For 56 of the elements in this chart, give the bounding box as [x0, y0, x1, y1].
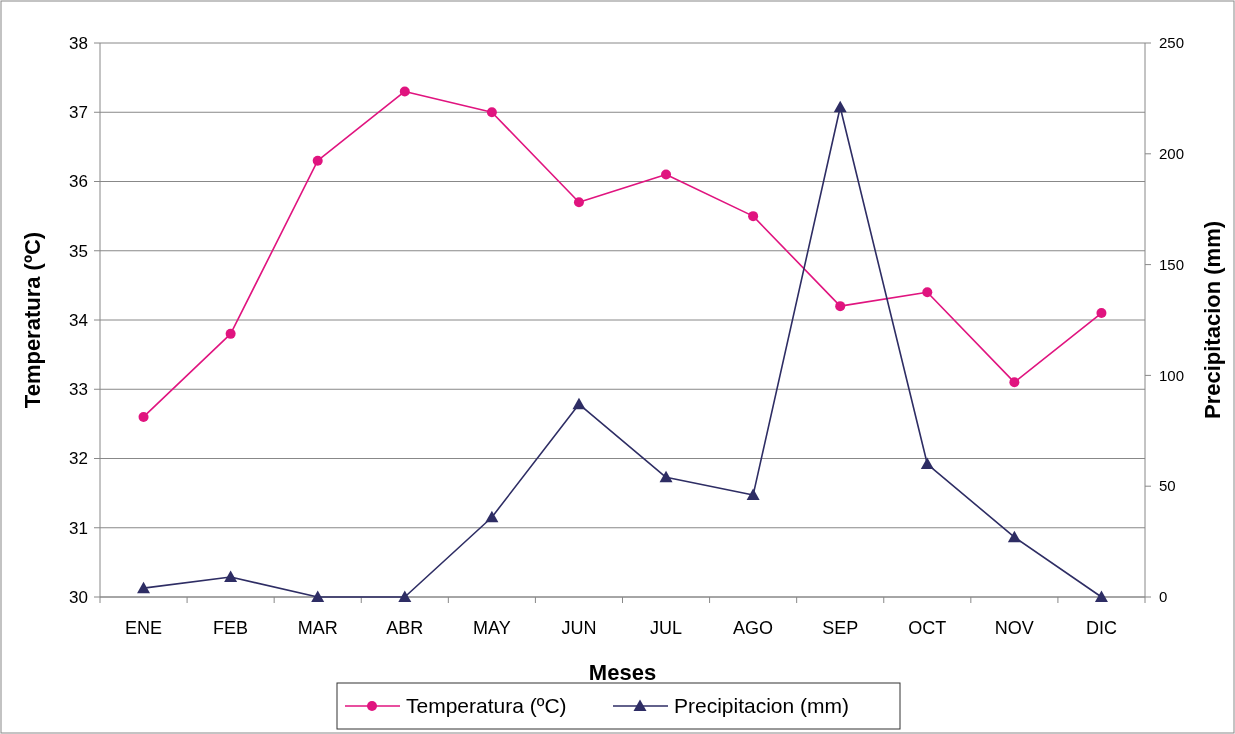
y2-tick-label: 250: [1159, 34, 1185, 52]
x-tick-label: JUL: [650, 618, 683, 638]
y-tick-label: 31: [69, 518, 88, 538]
point: [920, 457, 934, 470]
x-tick-label: AGO: [733, 618, 774, 638]
point: [398, 590, 412, 602]
x-tick-label: JUN: [561, 618, 597, 638]
point: [922, 287, 933, 298]
legend-label: Temperatura (ºC): [406, 694, 567, 718]
y-tick-label: 37: [69, 103, 88, 123]
point: [573, 197, 584, 208]
y2-tick-label: 200: [1159, 145, 1185, 163]
point: [1094, 590, 1108, 602]
point: [138, 411, 149, 422]
x-tick-label: SEP: [822, 618, 859, 638]
point: [659, 470, 673, 483]
point: [748, 211, 759, 222]
point: [661, 169, 672, 180]
y2-axis-title: Precipitacion (mm): [1200, 220, 1225, 420]
point: [225, 328, 236, 339]
x-tick-label: MAY: [473, 618, 511, 638]
point: [224, 570, 238, 583]
point: [835, 301, 846, 312]
y-axis-title: Temperatura (ºC): [20, 231, 45, 409]
point: [486, 107, 497, 118]
x-tick-label: ENE: [125, 618, 163, 638]
y2-tick-label: 0: [1159, 588, 1168, 606]
point: [746, 488, 760, 501]
point: [1009, 377, 1020, 388]
x-tick-label: FEB: [213, 618, 249, 638]
y2-tick-label: 50: [1159, 477, 1176, 495]
point: [485, 510, 499, 523]
x-tick-label: MAR: [297, 618, 338, 638]
x-axis-title: Meses: [588, 660, 657, 685]
y-tick-label: 38: [69, 33, 88, 53]
y-tick-label: 35: [69, 241, 88, 261]
x-tick-label: DIC: [1085, 618, 1117, 638]
point: [312, 155, 323, 166]
point: [311, 590, 325, 602]
y-tick-label: 36: [69, 172, 88, 192]
point: [137, 581, 151, 594]
legend-label: Precipitacion (mm): [674, 694, 850, 718]
point: [399, 86, 410, 97]
y-tick-label: 30: [69, 587, 88, 607]
x-tick-label: OCT: [908, 618, 947, 638]
x-tick-label: ABR: [386, 618, 424, 638]
y2-tick-label: 100: [1159, 366, 1185, 384]
y-tick-label: 32: [69, 449, 88, 469]
point: [572, 397, 586, 410]
point: [833, 100, 847, 113]
y2-tick-label: 150: [1159, 255, 1185, 273]
point: [1007, 530, 1021, 543]
y-tick-label: 33: [69, 380, 88, 400]
y-tick-label: 34: [69, 310, 88, 330]
point: [1096, 308, 1107, 319]
x-tick-label: NOV: [994, 618, 1034, 638]
